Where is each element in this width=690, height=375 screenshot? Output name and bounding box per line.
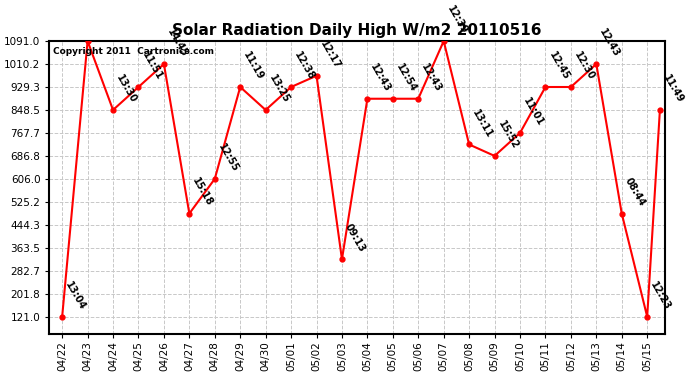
Text: 13:30: 13:30: [115, 73, 139, 105]
Text: 08:44: 08:44: [623, 177, 647, 209]
Text: 11:51: 11:51: [140, 50, 164, 82]
Text: 12:17: 12:17: [318, 39, 342, 70]
Text: 11:19: 11:19: [241, 50, 266, 82]
Text: 15:52: 15:52: [496, 119, 520, 151]
Text: 12:43: 12:43: [598, 27, 622, 59]
Text: 12:45: 12:45: [546, 50, 571, 82]
Text: Copyright 2011  Cartronics.com: Copyright 2011 Cartronics.com: [52, 47, 213, 56]
Text: 09:13: 09:13: [343, 222, 367, 254]
Text: 12:39: 12:39: [445, 4, 469, 36]
Text: 11:01: 11:01: [521, 96, 545, 128]
Text: 12:38: 12:38: [293, 50, 317, 82]
Text: 14:45: 14:45: [165, 27, 189, 59]
Text: 11:49: 11:49: [661, 73, 685, 105]
Text: 13:04: 13:04: [63, 280, 88, 312]
Title: Solar Radiation Daily High W/m2 20110516: Solar Radiation Daily High W/m2 20110516: [172, 24, 542, 39]
Text: 12:55: 12:55: [216, 142, 240, 174]
Text: 13:25: 13:25: [267, 73, 291, 105]
Text: 12:54: 12:54: [394, 62, 418, 94]
Text: 12:43: 12:43: [420, 62, 444, 94]
Text: 12:23: 12:23: [649, 280, 673, 312]
Text: 12:30: 12:30: [572, 50, 596, 82]
Text: 13:11: 13:11: [471, 108, 495, 140]
Text: 12:43: 12:43: [368, 62, 393, 94]
Text: 15:18: 15:18: [190, 177, 215, 209]
